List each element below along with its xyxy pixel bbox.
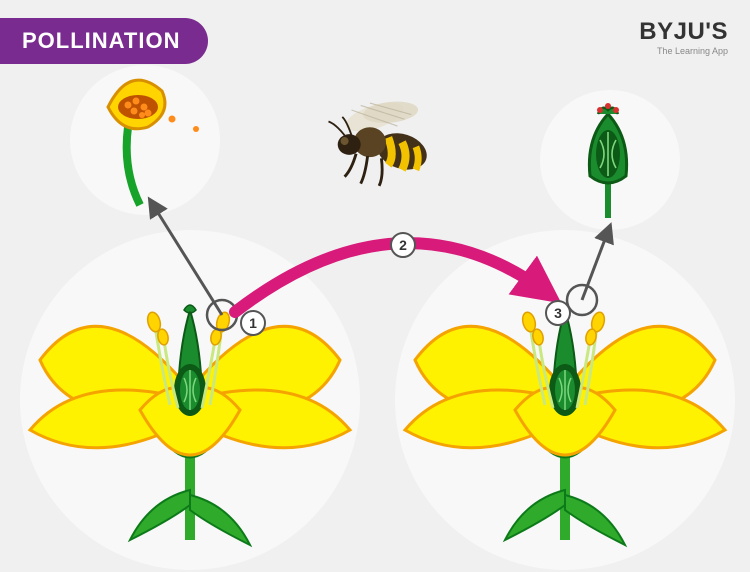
step-badge-1: 1 [240,310,266,336]
step-badge-3: 3 [545,300,571,326]
bee-icon [329,97,432,186]
step-3-number: 3 [554,305,562,321]
diagram-canvas [0,0,750,572]
step-badge-2: 2 [390,232,416,258]
step-2-number: 2 [399,237,407,253]
step-1-number: 1 [249,315,257,331]
